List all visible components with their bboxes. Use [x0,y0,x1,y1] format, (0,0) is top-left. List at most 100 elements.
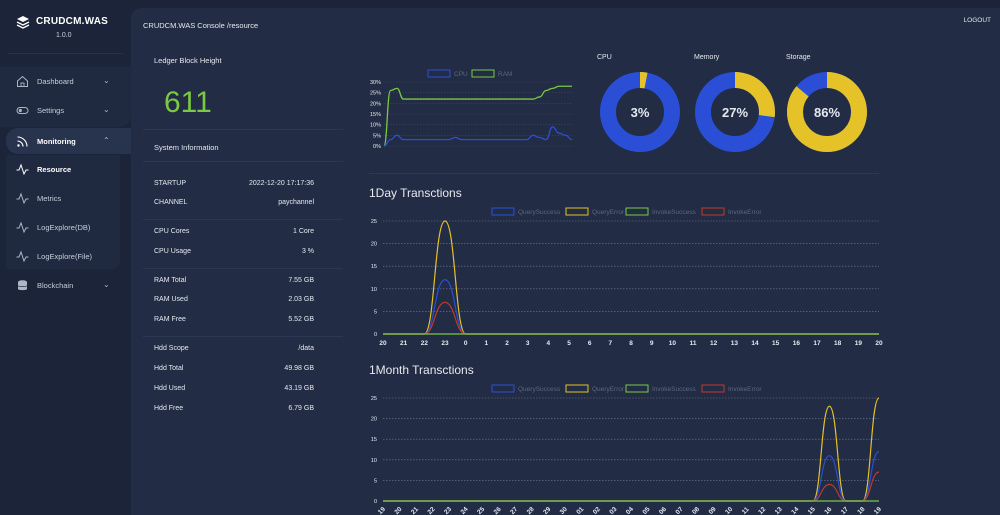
sidebar-item-metrics[interactable]: Metrics [0,184,131,212]
x-tick-label: 4 [547,340,551,347]
divider [143,336,343,337]
x-tick-label: 12 [757,506,767,515]
info-value: 3 % [301,248,314,255]
info-value: 1 Core [292,228,314,235]
database-icon [17,280,28,291]
series-line-querysuccess [383,450,880,502]
info-value: 43.19 GB [284,385,314,392]
divider [8,53,123,54]
x-tick-label: 13 [774,506,784,515]
info-key: Hdd Total [154,365,184,372]
x-tick-label: 03 [608,506,618,515]
legend-label: InvokeSuccess [652,209,696,216]
legend-swatch [491,384,515,393]
x-tick-label: 15 [807,506,817,515]
x-tick-label: 14 [790,506,800,515]
active-group-highlight [6,128,131,154]
legend-swatch [625,384,649,393]
chevron-down-icon: ⌄ [103,76,110,85]
info-row: Hdd Free 6.79 GB [154,405,314,417]
legend-swatch [565,384,589,393]
day-transactions-chart: QuerySuccess QueryError InvokeSuccess Invok… [371,207,883,347]
info-value: paychannel [278,199,314,206]
x-tick-label: 18 [834,340,842,347]
x-tick-label: 10 [724,506,734,515]
x-tick-label: 19 [377,506,387,515]
x-tick-label: 20 [379,340,387,347]
divider [143,129,343,130]
legend-label: QueryError [592,386,625,393]
x-tick-label: 20 [875,340,883,347]
info-key: RAM Free [154,316,186,323]
ledger-block-height: 611 [164,86,212,119]
x-tick-label: 28 [526,506,536,515]
info-value: 6.79 GB [288,405,314,412]
x-tick-label: 17 [813,340,821,347]
legend-swatch [427,69,451,78]
legend-label: QuerySuccess [518,386,561,393]
x-tick-label: 16 [793,340,801,347]
sidebar-item-logexplore-db[interactable]: LogExplore(DB) [0,213,131,241]
x-tick-label: 29 [542,506,552,515]
sidebar-item-resource[interactable]: Resource [0,155,131,183]
legend-label: CPU [454,71,468,78]
divider [369,173,879,174]
y-tick-label: 5 [374,309,377,315]
legend-swatch [701,207,725,216]
chevron-down-icon: ⌄ [103,280,110,289]
donut-title-storage: Storage [786,54,811,61]
x-tick-label: 24 [460,506,470,515]
sidebar-item-label: Settings [37,106,65,115]
sidebar-item-label: LogExplore(File) [37,252,93,261]
x-tick-label: 21 [400,340,408,347]
activity-icon [16,221,29,234]
donut-title-cpu: CPU [597,54,612,61]
y-tick-label: 25 [371,396,377,402]
sidebar-item-dashboard[interactable]: Dashboard ⌄ [0,67,131,95]
month-transactions-title: 1Month Transctions [369,363,474,377]
x-tick-label: 19 [855,340,863,347]
x-tick-label: 12 [710,340,718,347]
x-tick-label: 7 [609,340,613,347]
x-tick-label: 8 [629,340,633,347]
sidebar-item-settings[interactable]: Settings ⌄ [0,96,131,124]
legend-swatch [471,69,495,78]
legend-swatch [491,207,515,216]
x-tick-label: 08 [691,506,701,515]
legend-label: QueryError [592,209,625,216]
x-tick-label: 20 [393,506,403,515]
info-key: RAM Used [154,296,188,303]
legend-label: InvokeSuccess [652,386,696,393]
info-value: 7.55 GB [288,277,314,284]
info-value: 5.52 GB [288,316,314,323]
info-key: STARTUP [154,180,187,187]
sidebar-item-blockchain[interactable]: Blockchain ⌄ [0,271,131,299]
sidebar-item-label: LogExplore(DB) [37,223,91,232]
x-tick-label: 22 [427,506,437,515]
brand: CRUDCM.WAS 1.0.0 [0,0,131,50]
info-row: CHANNEL paychannel [154,199,314,211]
y-tick-label: 20% [370,101,381,107]
x-tick-label: 6 [588,340,592,347]
logout-button[interactable]: LOGOUT [963,17,991,24]
sidebar-item-monitoring[interactable]: Monitoring ⌃ [0,127,131,155]
y-tick-label: 15 [371,264,377,270]
donut-percent-label: 86% [814,105,840,120]
x-tick-label: 10 [669,340,677,347]
info-row: Hdd Scope/data [154,345,314,357]
donut-title-memory: Memory [694,54,720,61]
x-tick-label: 1 [485,340,489,347]
info-key: CPU Cores [154,228,190,235]
info-row: CPU Cores 1 Core [154,228,314,240]
stack-layers-icon [16,16,30,29]
x-tick-label: 17 [840,506,850,515]
legend-swatch [701,384,725,393]
info-row: STARTUP 2022-12-20 17:17:36 [154,180,314,192]
info-value: 2022-12-20 17:17:36 [249,180,314,187]
sidebar-item-logexplore-file[interactable]: LogExplore(File) [0,242,131,270]
home-icon [17,75,28,87]
x-tick-label: 23 [443,506,453,515]
x-tick-label: 13 [731,340,739,347]
sidebar-item-label: Metrics [37,194,62,203]
legend-label: RAM [498,71,512,78]
